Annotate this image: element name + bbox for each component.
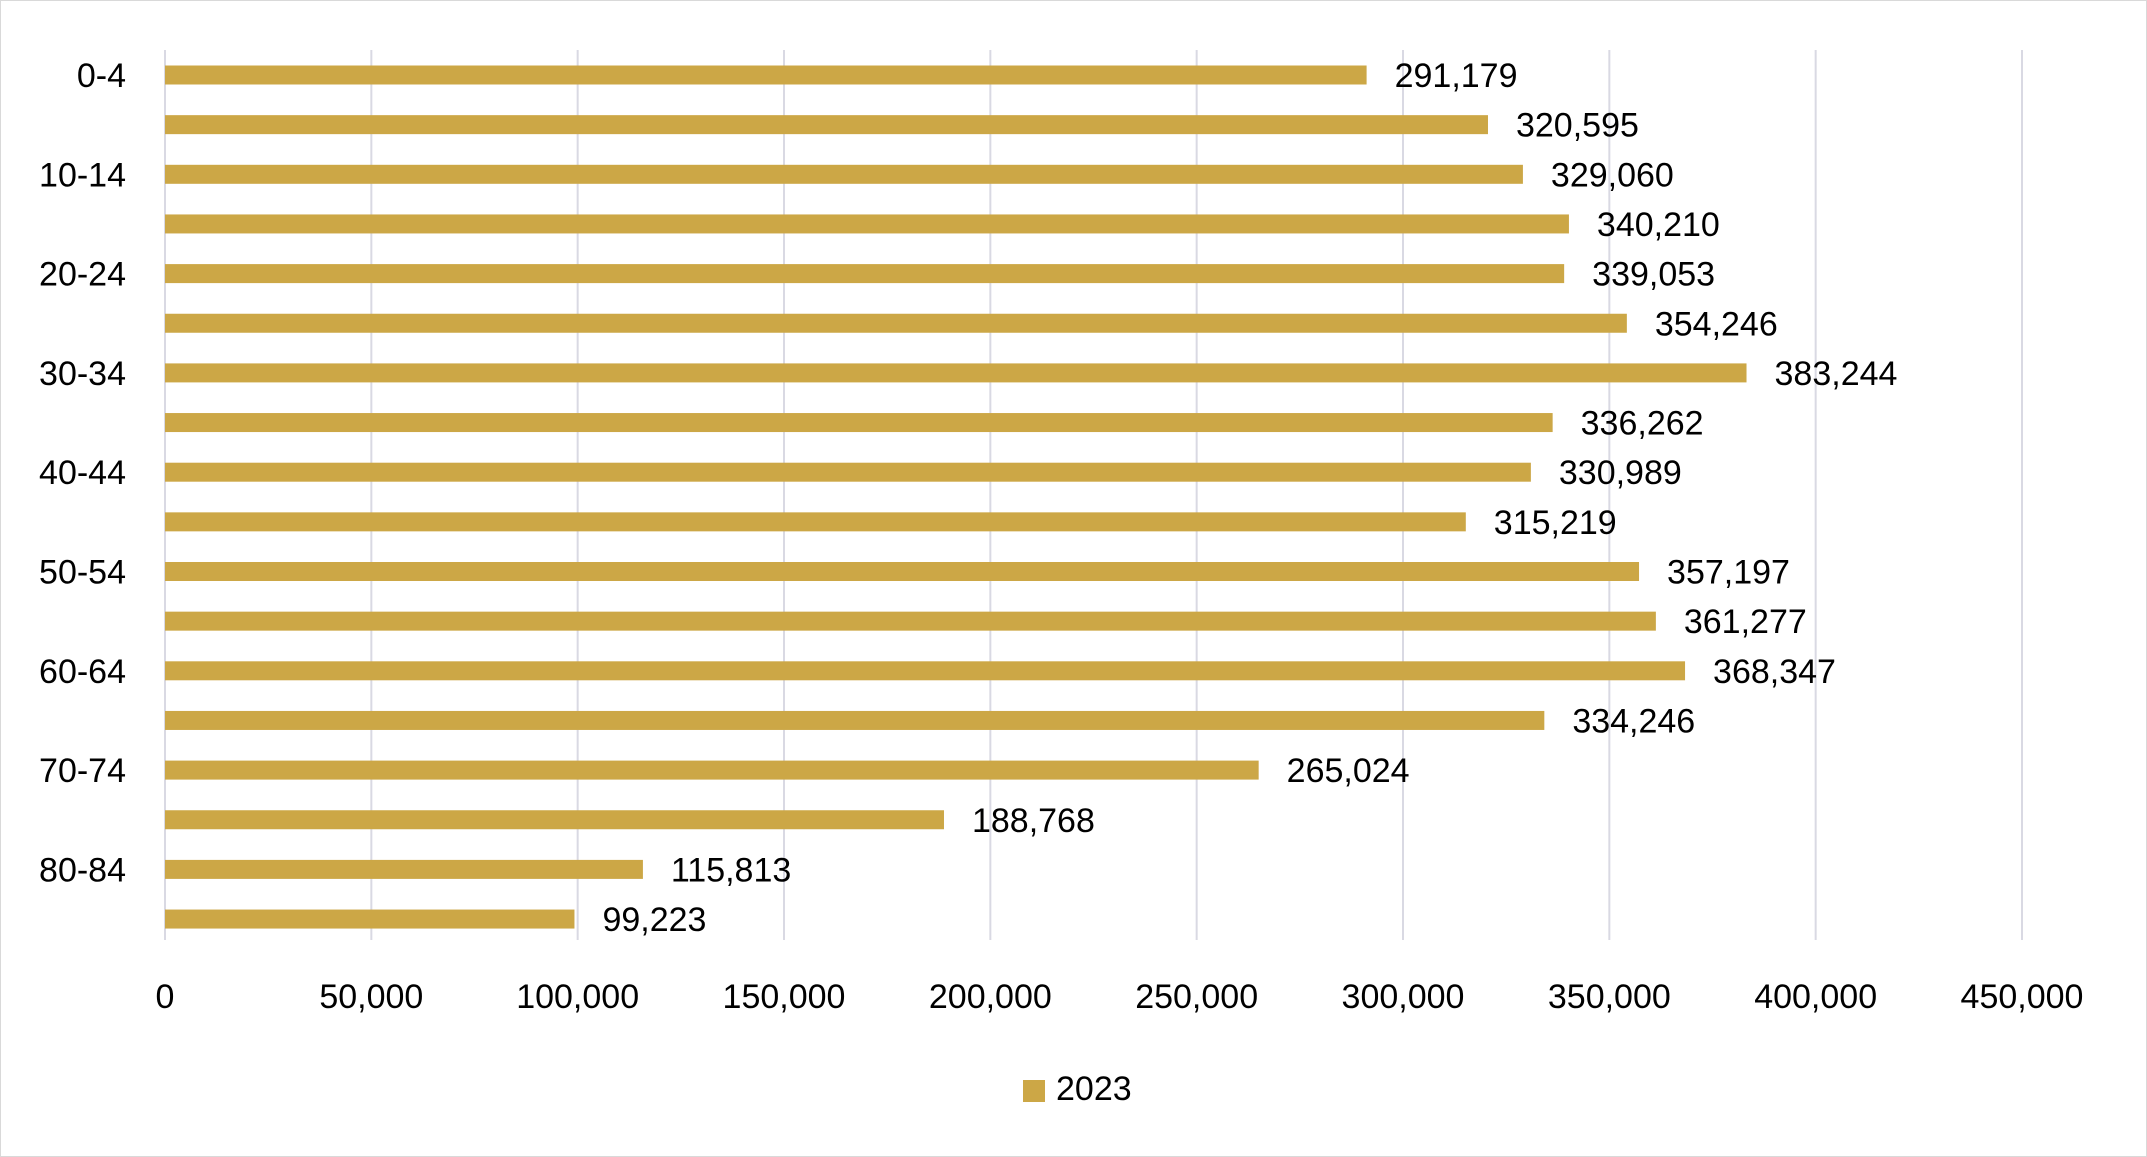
x-tick-label: 150,000 <box>723 978 846 1016</box>
data-label: 354,246 <box>1655 305 1778 343</box>
bar <box>165 760 1259 780</box>
data-label: 340,210 <box>1597 206 1720 244</box>
bar <box>165 562 1640 581</box>
category-label: 30-34 <box>39 355 126 393</box>
x-tick-label: 300,000 <box>1342 978 1465 1016</box>
bar <box>165 413 1553 433</box>
bar <box>165 214 1569 234</box>
bar <box>165 909 575 929</box>
bar <box>165 313 1627 333</box>
data-label: 291,179 <box>1395 57 1518 95</box>
x-tick-labels: 0 50,000 100,000 150,000 200,000 250,000 300,0… <box>156 978 2084 1016</box>
data-label: 99,223 <box>602 901 706 939</box>
data-label: 330,989 <box>1559 454 1682 492</box>
data-label: 115,813 <box>671 851 791 889</box>
data-labels: 291,179 320,595 329,060 340,210 339,053 354,2… <box>602 57 1897 939</box>
x-tick-label: 400,000 <box>1754 978 1877 1016</box>
bar <box>165 65 1367 85</box>
bar <box>165 264 1565 284</box>
x-tick-label: 450,000 <box>1961 978 2084 1016</box>
data-label: 188,768 <box>972 802 1095 840</box>
data-label: 361,277 <box>1684 603 1807 641</box>
gridlines <box>164 50 2023 940</box>
category-label: 80-84 <box>39 851 126 889</box>
category-label: 60-64 <box>39 653 126 691</box>
category-label: 40-44 <box>39 454 126 492</box>
data-label: 320,595 <box>1516 107 1639 145</box>
x-tick-label: 50,000 <box>319 978 423 1016</box>
bar <box>165 115 1488 135</box>
data-label: 339,053 <box>1592 256 1715 294</box>
legend-swatch <box>1023 1080 1045 1102</box>
data-label: 368,347 <box>1713 653 1836 691</box>
category-label: 70-74 <box>39 752 126 790</box>
bar <box>165 164 1523 184</box>
bar <box>165 810 944 830</box>
data-label: 334,246 <box>1572 702 1695 740</box>
bar <box>165 512 1466 532</box>
x-tick-label: 100,000 <box>516 978 639 1016</box>
bars <box>165 65 1747 929</box>
data-label: 357,197 <box>1667 554 1790 592</box>
bar <box>165 661 1686 681</box>
category-label: 0-4 <box>77 57 126 95</box>
data-label: 265,024 <box>1287 752 1410 790</box>
x-tick-label: 350,000 <box>1548 978 1671 1016</box>
legend-label: 2023 <box>1056 1070 1132 1108</box>
data-label: 383,244 <box>1775 355 1898 393</box>
category-label: 50-54 <box>39 554 126 592</box>
x-tick-label: 200,000 <box>929 978 1052 1016</box>
bar <box>165 611 1656 631</box>
category-label: 10-14 <box>39 156 126 194</box>
category-labels: 0-4 10-14 20-24 30-34 40-44 50-54 60-64 70-74 80… <box>39 57 126 889</box>
bar <box>165 710 1545 730</box>
bar <box>165 363 1747 383</box>
data-label: 315,219 <box>1494 504 1617 542</box>
bar <box>165 462 1531 482</box>
x-tick-label: 250,000 <box>1135 978 1258 1016</box>
bar <box>165 859 643 879</box>
x-tick-label: 0 <box>156 978 175 1016</box>
data-label: 329,060 <box>1551 156 1674 194</box>
data-label: 336,262 <box>1581 405 1704 443</box>
legend: 2023 <box>1023 1070 1132 1108</box>
category-label: 20-24 <box>39 256 126 294</box>
